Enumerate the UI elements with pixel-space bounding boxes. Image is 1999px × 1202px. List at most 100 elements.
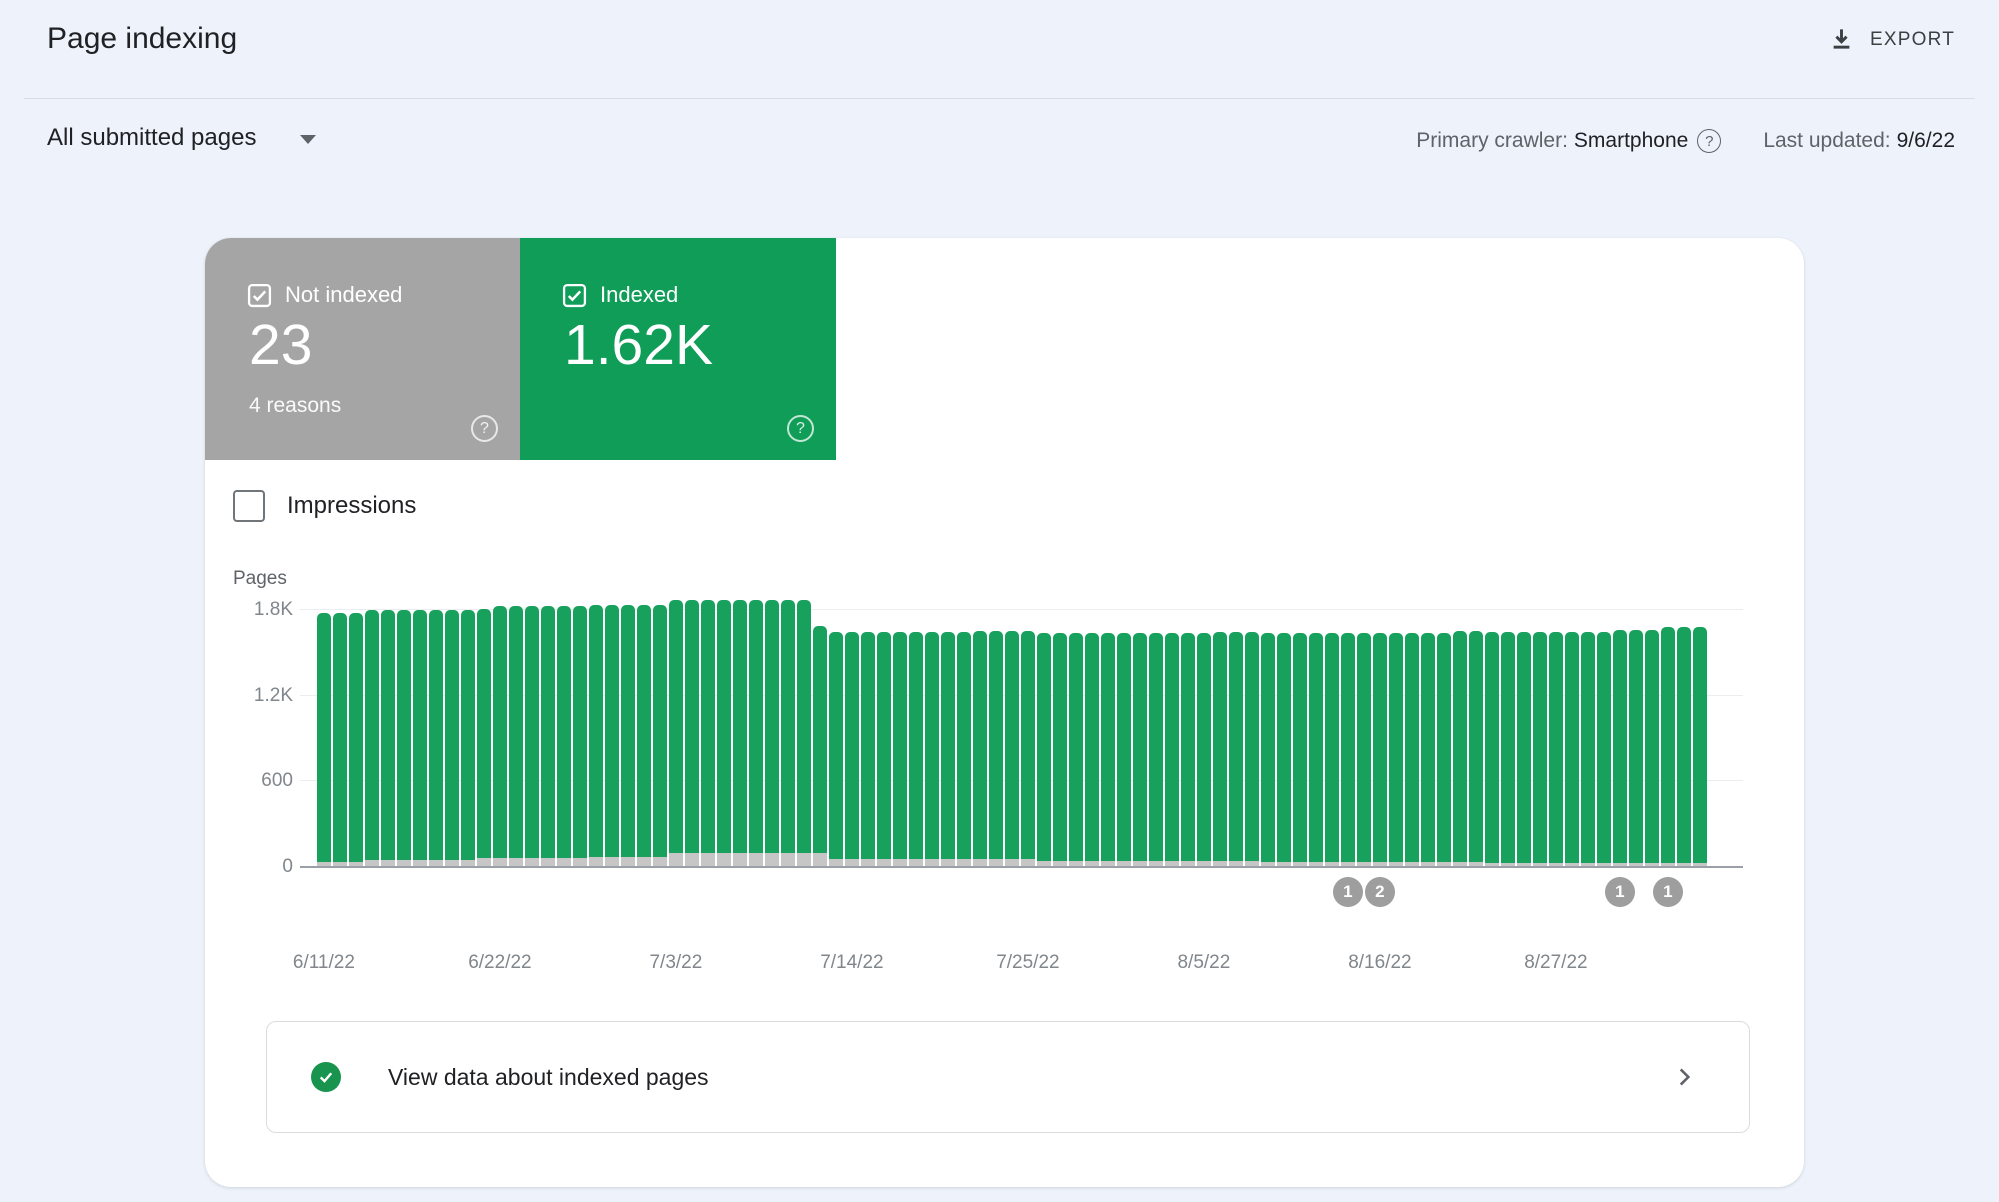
bar-indexed[interactable] bbox=[621, 604, 635, 857]
bar-indexed[interactable] bbox=[1069, 633, 1083, 861]
bar-indexed[interactable] bbox=[1517, 631, 1531, 863]
bar-not-indexed[interactable] bbox=[509, 858, 523, 866]
bar-indexed[interactable] bbox=[781, 600, 795, 854]
bar-not-indexed[interactable] bbox=[861, 858, 875, 866]
bar-indexed[interactable] bbox=[365, 610, 379, 860]
bar-not-indexed[interactable] bbox=[1197, 861, 1211, 866]
bar-not-indexed[interactable] bbox=[1213, 861, 1227, 866]
bar-not-indexed[interactable] bbox=[1245, 861, 1259, 866]
bar-indexed[interactable] bbox=[1261, 632, 1275, 862]
bar-not-indexed[interactable] bbox=[701, 853, 715, 866]
bar-not-indexed[interactable] bbox=[669, 853, 683, 866]
bar-not-indexed[interactable] bbox=[1661, 862, 1675, 866]
indexing-bar-chart[interactable]: 1.8K 1.2K 600 0 6/11/22 6/22/22 7/3/22 7/14/22 7… bbox=[205, 238, 1804, 1187]
chart-annotation-marker[interactable]: 1 bbox=[1332, 877, 1363, 907]
bar-indexed[interactable] bbox=[525, 606, 539, 859]
bar-indexed[interactable] bbox=[1501, 631, 1515, 863]
bar-not-indexed[interactable] bbox=[1149, 861, 1163, 866]
bar-not-indexed[interactable] bbox=[1357, 862, 1371, 866]
bar-indexed[interactable] bbox=[685, 600, 699, 854]
bar-not-indexed[interactable] bbox=[397, 859, 411, 866]
bar-not-indexed[interactable] bbox=[1277, 862, 1291, 866]
bar-not-indexed[interactable] bbox=[781, 853, 795, 866]
bar-not-indexed[interactable] bbox=[1037, 861, 1051, 866]
bar-not-indexed[interactable] bbox=[909, 858, 923, 866]
bar-indexed[interactable] bbox=[1277, 632, 1291, 862]
bar-not-indexed[interactable] bbox=[1645, 862, 1659, 866]
bar-indexed[interactable] bbox=[717, 600, 731, 854]
bar-indexed[interactable] bbox=[797, 600, 811, 854]
bar-not-indexed[interactable] bbox=[429, 859, 443, 866]
tile-indexed[interactable]: Indexed 1.62K ? bbox=[520, 238, 836, 460]
bar-not-indexed[interactable] bbox=[1005, 858, 1019, 866]
bar-not-indexed[interactable] bbox=[1261, 862, 1275, 866]
bar-not-indexed[interactable] bbox=[541, 858, 555, 866]
bar-not-indexed[interactable] bbox=[749, 853, 763, 866]
bar-not-indexed[interactable] bbox=[829, 858, 843, 866]
bar-not-indexed[interactable] bbox=[1389, 862, 1403, 866]
bar-not-indexed[interactable] bbox=[317, 861, 331, 866]
bar-indexed[interactable] bbox=[589, 604, 603, 857]
bar-not-indexed[interactable] bbox=[1309, 862, 1323, 866]
bar-indexed[interactable] bbox=[1421, 632, 1435, 862]
bar-not-indexed[interactable] bbox=[637, 856, 651, 866]
bar-indexed[interactable] bbox=[1389, 632, 1403, 862]
bar-indexed[interactable] bbox=[925, 631, 939, 859]
bar-not-indexed[interactable] bbox=[685, 853, 699, 866]
bar-not-indexed[interactable] bbox=[1181, 861, 1195, 866]
bar-not-indexed[interactable] bbox=[1069, 861, 1083, 866]
bar-indexed[interactable] bbox=[1693, 627, 1707, 863]
bar-indexed[interactable] bbox=[317, 612, 331, 862]
bar-indexed[interactable] bbox=[1101, 633, 1115, 861]
checkbox-checked-icon[interactable] bbox=[247, 283, 272, 308]
bar-indexed[interactable] bbox=[493, 606, 507, 859]
bar-not-indexed[interactable] bbox=[733, 853, 747, 866]
bar-not-indexed[interactable] bbox=[1421, 862, 1435, 866]
bar-not-indexed[interactable] bbox=[493, 858, 507, 866]
bar-not-indexed[interactable] bbox=[557, 858, 571, 866]
bar-indexed[interactable] bbox=[477, 609, 491, 859]
bar-indexed[interactable] bbox=[1357, 632, 1371, 862]
bar-indexed[interactable] bbox=[1213, 631, 1227, 861]
bar-not-indexed[interactable] bbox=[413, 859, 427, 866]
bar-indexed[interactable] bbox=[1565, 631, 1579, 863]
bar-not-indexed[interactable] bbox=[381, 859, 395, 866]
page-scope-dropdown[interactable]: All submitted pages bbox=[47, 124, 317, 152]
bar-indexed[interactable] bbox=[1021, 631, 1035, 859]
bar-indexed[interactable] bbox=[397, 610, 411, 860]
bar-indexed[interactable] bbox=[989, 631, 1003, 859]
bar-not-indexed[interactable] bbox=[1117, 861, 1131, 866]
bar-indexed[interactable] bbox=[1469, 630, 1483, 862]
bar-not-indexed[interactable] bbox=[973, 858, 987, 866]
bar-indexed[interactable] bbox=[557, 606, 571, 859]
bar-indexed[interactable] bbox=[1581, 631, 1595, 863]
bar-indexed[interactable] bbox=[893, 631, 907, 859]
bar-indexed[interactable] bbox=[333, 612, 347, 862]
bar-not-indexed[interactable] bbox=[573, 858, 587, 866]
bar-not-indexed[interactable] bbox=[1437, 862, 1451, 866]
view-indexed-data-row[interactable]: View data about indexed pages bbox=[266, 1021, 1750, 1133]
bar-indexed[interactable] bbox=[861, 631, 875, 859]
bar-indexed[interactable] bbox=[445, 610, 459, 860]
bar-indexed[interactable] bbox=[845, 631, 859, 859]
bar-not-indexed[interactable] bbox=[1549, 862, 1563, 866]
bar-indexed[interactable] bbox=[1229, 631, 1243, 861]
bar-indexed[interactable] bbox=[1181, 633, 1195, 861]
bar-not-indexed[interactable] bbox=[1517, 862, 1531, 866]
bar-not-indexed[interactable] bbox=[477, 858, 491, 866]
chart-annotation-marker[interactable]: 2 bbox=[1364, 877, 1395, 907]
bar-not-indexed[interactable] bbox=[1405, 862, 1419, 866]
bar-indexed[interactable] bbox=[1629, 630, 1643, 863]
bar-not-indexed[interactable] bbox=[1373, 862, 1387, 866]
bar-not-indexed[interactable] bbox=[877, 858, 891, 866]
bar-indexed[interactable] bbox=[941, 631, 955, 859]
bar-indexed[interactable] bbox=[1405, 632, 1419, 862]
bar-indexed[interactable] bbox=[909, 631, 923, 859]
bar-indexed[interactable] bbox=[1485, 631, 1499, 863]
bar-not-indexed[interactable] bbox=[525, 858, 539, 866]
bar-indexed[interactable] bbox=[1533, 631, 1547, 863]
bar-not-indexed[interactable] bbox=[1229, 861, 1243, 866]
bar-not-indexed[interactable] bbox=[1613, 862, 1627, 866]
bar-indexed[interactable] bbox=[1133, 633, 1147, 861]
bar-indexed[interactable] bbox=[1613, 630, 1627, 863]
